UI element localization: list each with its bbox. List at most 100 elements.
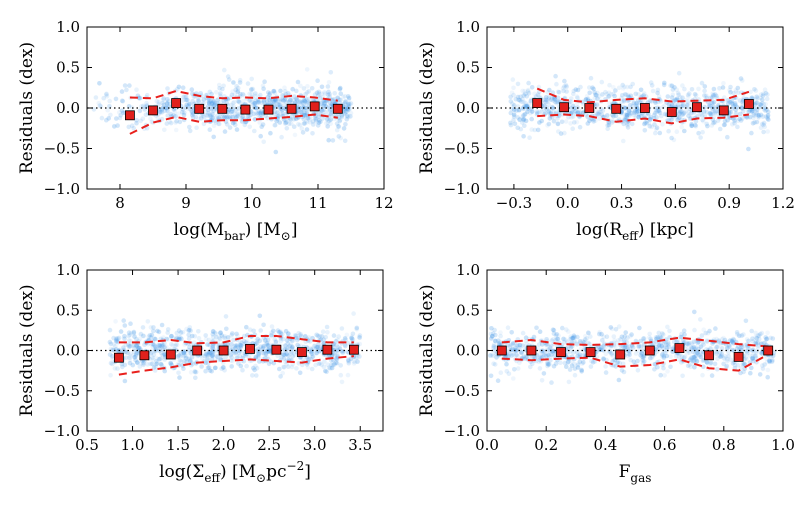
data-point (290, 344, 295, 349)
data-point (150, 344, 156, 350)
data-point (188, 328, 193, 334)
data-point (586, 330, 591, 336)
data-point (529, 85, 535, 90)
data-point (647, 115, 652, 121)
data-point (272, 90, 278, 95)
data-point (716, 339, 722, 345)
data-point (120, 364, 125, 370)
data-point (210, 353, 215, 358)
data-point (739, 105, 745, 111)
data-point (321, 364, 327, 370)
data-point (735, 118, 741, 123)
data-point (537, 329, 543, 335)
data-point (199, 99, 205, 105)
data-point (252, 101, 258, 106)
data-point (664, 353, 670, 359)
data-point (175, 86, 180, 92)
data-point (196, 99, 202, 105)
data-point (207, 89, 213, 95)
data-point (210, 331, 216, 337)
data-point (257, 313, 263, 319)
data-point (601, 348, 606, 353)
data-point (196, 98, 201, 103)
data-point (647, 123, 653, 129)
data-point (574, 119, 580, 125)
data-point (119, 362, 125, 367)
data-point (203, 109, 209, 115)
data-point (325, 119, 331, 125)
data-point (592, 90, 597, 95)
data-point (522, 100, 528, 106)
data-point (207, 101, 212, 107)
data-point (545, 352, 551, 357)
data-point (162, 127, 167, 133)
data-point (181, 354, 186, 359)
data-point (578, 108, 584, 114)
data-point (690, 342, 695, 348)
data-point (188, 370, 194, 375)
data-point (733, 89, 739, 94)
data-point (281, 351, 287, 357)
data-point (719, 353, 724, 359)
data-point (122, 336, 127, 342)
data-point (266, 345, 272, 351)
data-point (319, 91, 325, 96)
data-point (164, 344, 169, 350)
data-point (243, 353, 248, 358)
data-point (165, 113, 170, 118)
data-point (315, 344, 320, 350)
data-point (489, 336, 494, 341)
data-point (320, 329, 326, 335)
data-point (180, 109, 185, 115)
data-point (318, 119, 323, 125)
x-tick-label: 1.0 (121, 436, 145, 454)
data-point (184, 326, 189, 332)
data-point (211, 98, 216, 104)
data-point (590, 360, 596, 365)
data-point (205, 110, 211, 116)
data-point (622, 116, 627, 122)
point-cloud (107, 311, 363, 385)
data-point (121, 318, 126, 323)
data-point (275, 110, 280, 115)
data-point (607, 82, 612, 88)
data-point (687, 362, 692, 368)
data-point (731, 348, 737, 354)
data-point (564, 327, 569, 332)
data-point (582, 337, 588, 342)
data-point (525, 87, 531, 93)
data-point (346, 95, 352, 101)
data-point (676, 353, 682, 359)
data-point (621, 138, 626, 144)
data-point (610, 112, 615, 118)
data-point (301, 100, 306, 106)
data-point (183, 94, 189, 100)
data-point (636, 114, 641, 120)
data-point (134, 120, 139, 126)
data-point (601, 343, 607, 349)
data-point (737, 98, 743, 103)
data-point (168, 360, 173, 366)
data-point (614, 340, 620, 346)
data-point (302, 110, 308, 116)
data-point (715, 366, 720, 372)
data-point (232, 92, 237, 98)
binned-median-marker (286, 103, 297, 114)
data-point (110, 347, 115, 352)
data-point (231, 114, 236, 120)
data-point (547, 355, 553, 360)
data-point (693, 345, 699, 350)
data-point (581, 340, 587, 345)
data-point (626, 348, 631, 354)
data-point (319, 84, 325, 90)
data-point (691, 354, 697, 360)
point-cloud (508, 70, 771, 152)
data-point (607, 104, 612, 110)
data-point (236, 348, 241, 354)
data-point (234, 84, 239, 89)
data-point (677, 110, 683, 116)
data-point (227, 107, 232, 112)
data-point (549, 352, 554, 357)
binned-median-marker (218, 345, 229, 356)
data-point (646, 120, 651, 126)
